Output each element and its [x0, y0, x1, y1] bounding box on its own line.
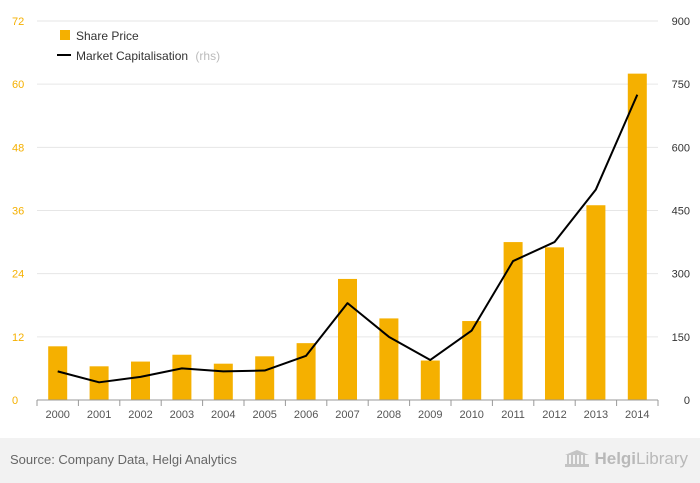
market-cap-line — [57, 94, 639, 384]
x-tick-label: 2007 — [335, 409, 359, 421]
y-left-tick-label: 0 — [12, 395, 18, 407]
legend-label-share-price: Share Price — [76, 29, 139, 43]
library-building-icon — [565, 450, 590, 467]
x-tick-label: 2003 — [170, 409, 194, 421]
x-tick-label: 2013 — [584, 409, 608, 421]
share-price-bar — [48, 346, 68, 400]
y-left-tick-label: 24 — [12, 269, 24, 281]
y-right-tick-label: 0 — [684, 395, 690, 407]
share-price-bar — [338, 278, 357, 400]
share-price-bar — [296, 343, 316, 400]
share-price-bar — [503, 242, 523, 400]
legend-swatch-share-price — [60, 30, 70, 40]
y-left-tick-label: 72 — [12, 16, 24, 28]
y-right-tick-label: 600 — [672, 142, 690, 154]
brand-prefix: Helgi — [594, 449, 637, 468]
share-price-bar — [172, 354, 192, 400]
x-tick-label: 2012 — [542, 409, 566, 421]
share-price-bar — [462, 321, 482, 400]
share-price-bar — [420, 360, 440, 400]
share-price-bar — [131, 361, 150, 400]
x-tick-label: 2000 — [45, 409, 69, 421]
x-tick-label: 2011 — [501, 409, 525, 421]
share-price-bars — [48, 73, 647, 400]
footer: Source: Company Data, Helgi Analytics He… — [0, 438, 700, 483]
legend-market-cap-name: Market Capitalisation — [76, 49, 188, 63]
brand-suffix: Library — [636, 449, 688, 468]
y-right-tick-label: 900 — [672, 16, 690, 28]
x-tick-label: 2008 — [377, 409, 401, 421]
legend: Share Price Market Capitalisation (rhs) — [57, 29, 220, 63]
x-tick-label: 2010 — [459, 409, 483, 421]
y-right-tick-label: 750 — [672, 79, 690, 91]
brand-name: HelgiLibrary — [594, 449, 688, 469]
legend-market-cap-suffix: (rhs) — [195, 49, 220, 63]
y-left-tick-label: 36 — [12, 206, 24, 218]
x-tick-label: 2001 — [87, 409, 111, 421]
share-price-bar — [545, 247, 564, 400]
x-tick-label: 2005 — [252, 409, 276, 421]
legend-label-market-cap: Market Capitalisation (rhs) — [76, 49, 220, 63]
y-right-tick-label: 450 — [672, 206, 690, 218]
x-tick-label: 2002 — [128, 409, 152, 421]
share-price-bar — [627, 73, 647, 400]
source-note: Source: Company Data, Helgi Analytics — [10, 452, 237, 467]
y-left-tick-label: 48 — [12, 142, 24, 154]
y-right-tick-label: 300 — [672, 269, 690, 281]
combo-chart: 0 0 12 150 24 300 36 450 48 600 60 750 72 900 2000 2001… — [12, 16, 690, 421]
x-tick-label: 2006 — [294, 409, 318, 421]
share-price-bar — [255, 356, 275, 400]
share-price-bar — [586, 205, 606, 400]
y-left-tick-label: 12 — [12, 332, 24, 344]
x-tick-label: 2014 — [625, 409, 649, 421]
y-right-tick-label: 150 — [672, 332, 690, 344]
share-price-bar — [213, 363, 233, 400]
brand-logo: HelgiLibrary — [564, 449, 688, 469]
x-tick-label: 2004 — [211, 409, 235, 421]
grid-lines — [37, 20, 658, 401]
y-left-tick-label: 60 — [12, 79, 24, 91]
x-tick-label: 2009 — [418, 409, 442, 421]
axes: 0 0 12 150 24 300 36 450 48 600 60 750 72 900 2000 2001… — [12, 16, 690, 421]
